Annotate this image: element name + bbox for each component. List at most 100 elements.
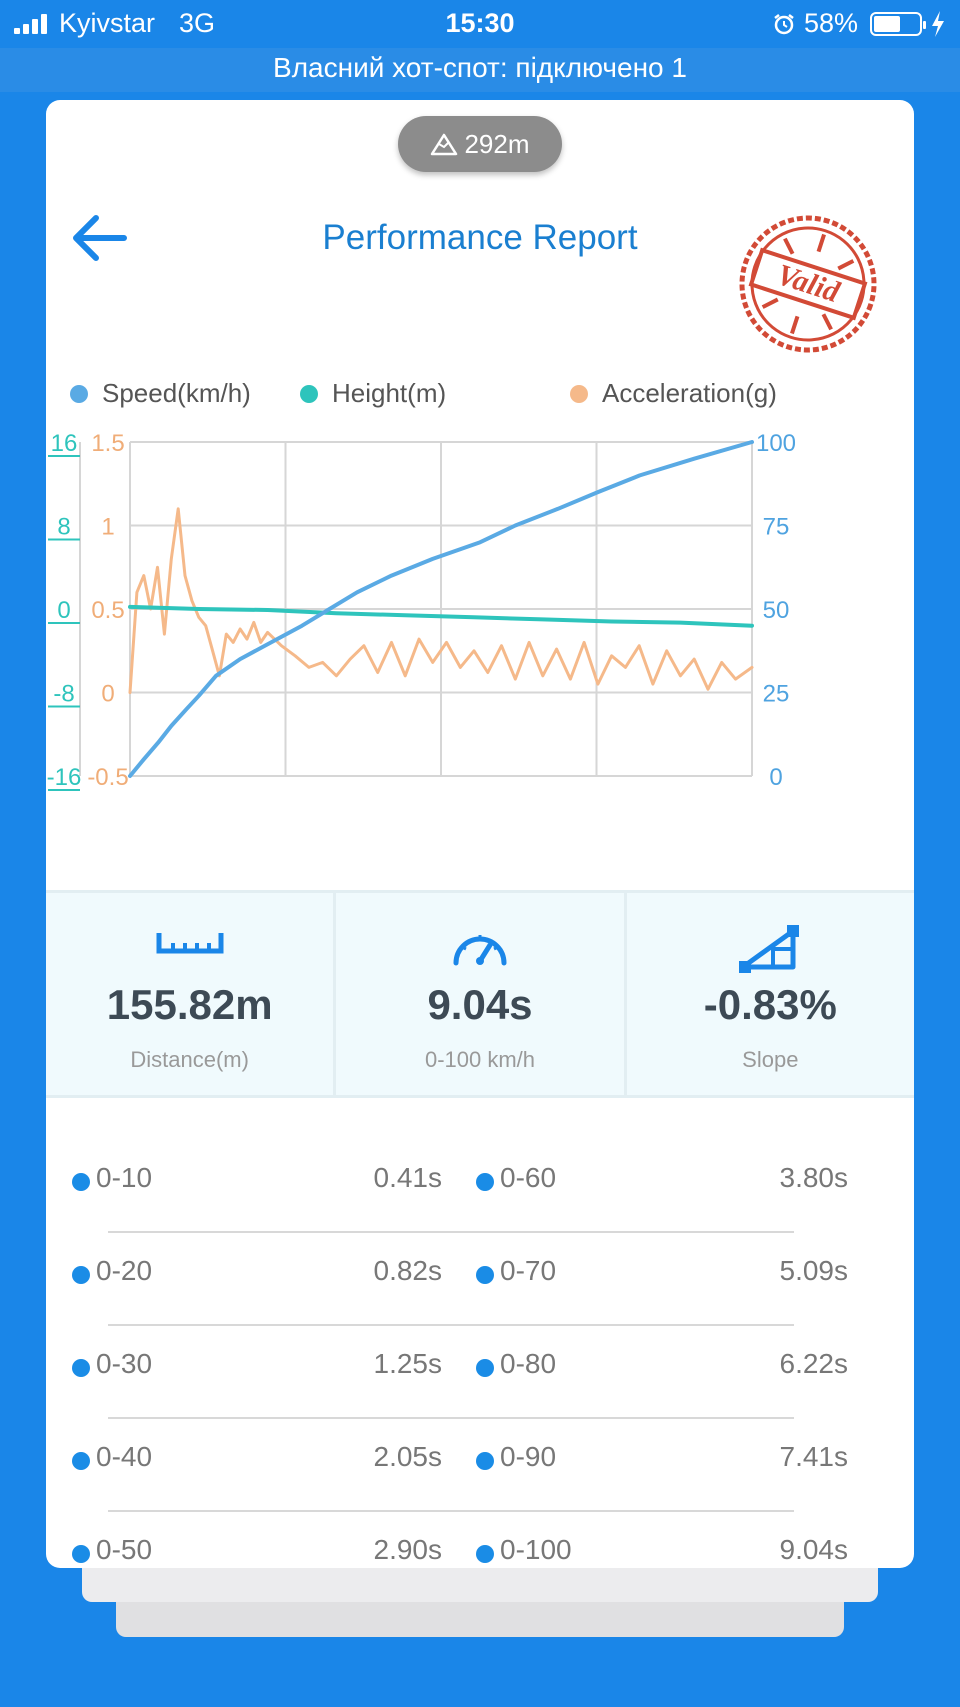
list-item: 0-50 2.90s 0-100 9.04s [46, 1512, 914, 1568]
legend-label: Speed(km/h) [102, 378, 251, 408]
stat-distance: 155.82m Distance(m) [46, 893, 333, 1095]
list-item: 0-40 2.05s 0-90 7.41s [46, 1419, 914, 1512]
hotspot-banner[interactable]: Власний хот-спот: підключено 1 [0, 48, 960, 92]
split-cell: 0-50 2.90s [72, 1532, 442, 1568]
split-time: 9.04s [779, 1534, 849, 1565]
split-time: 6.22s [779, 1348, 849, 1379]
split-time: 3.80s [779, 1162, 849, 1193]
status-left: Kyivstar 3G [14, 8, 215, 39]
split-range: 0-40 [96, 1441, 153, 1472]
split-range: 0-30 [96, 1348, 153, 1379]
split-range: 0-100 [500, 1534, 572, 1565]
split-time: 0.41s [373, 1162, 443, 1193]
split-time: 2.90s [373, 1534, 443, 1565]
split-range: 0-20 [96, 1255, 153, 1286]
split-time: 5.09s [779, 1255, 849, 1286]
legend-item-acceleration: Acceleration(g) [570, 378, 777, 409]
legend-dot [300, 384, 318, 403]
speed-tick-label: 100 [756, 430, 796, 457]
valid-stamp-icon: Valid [739, 215, 877, 353]
legend-item-height: Height(m) [300, 378, 446, 409]
bullet-dot [476, 1266, 494, 1284]
divider [108, 1324, 794, 1326]
height-tick-label: -16 [47, 764, 82, 791]
altitude-value: 292m [464, 128, 530, 159]
carrier-name: Kyivstar [59, 8, 156, 38]
split-range: 0-60 [500, 1162, 557, 1193]
altitude-badge: 292m [398, 116, 562, 172]
height-tick-label: 0 [57, 597, 70, 624]
speed-tick-label: 50 [763, 597, 790, 624]
split-range: 0-90 [500, 1441, 557, 1472]
legend-label: Acceleration(g) [602, 378, 777, 408]
accel-tick-label: 1.5 [91, 430, 124, 457]
series-line-accelerationg [128, 507, 754, 694]
split-range: 0-70 [500, 1255, 557, 1286]
battery-percent: 58% [803, 8, 858, 38]
chart-legend: Speed(km/h) Height(m) Acceleration(g) [46, 378, 914, 418]
bullet-dot [72, 1359, 90, 1377]
stat-label: Distance(m) [130, 1047, 249, 1072]
legend-item-speed: Speed(km/h) [70, 378, 251, 409]
split-time: 0.82s [373, 1255, 443, 1286]
series-line-speedkmh [128, 440, 754, 778]
split-cell: 0-40 2.05s [72, 1439, 442, 1479]
legend-dot [70, 384, 88, 403]
bullet-dot [72, 1266, 90, 1284]
split-range: 0-50 [96, 1534, 153, 1565]
stat-value: -0.83% [703, 981, 837, 1028]
stat-label: 0-100 km/h [424, 1047, 536, 1072]
divider [108, 1510, 794, 1512]
split-range: 0-80 [500, 1348, 557, 1379]
split-cell: 0-70 5.09s [476, 1253, 848, 1293]
list-item: 0-10 0.41s 0-60 3.80s [46, 1140, 914, 1233]
split-cell: 0-90 7.41s [476, 1439, 848, 1479]
clock: 15:30 [445, 8, 515, 38]
speed-tick-label: 0 [769, 764, 782, 791]
stats-panel: 155.82m Distance(m) 9.04s 0-100 km/h [46, 890, 914, 1098]
split-time: 7.41s [779, 1441, 849, 1472]
ruler-icon [156, 933, 224, 954]
split-cell: 0-100 9.04s [476, 1532, 848, 1568]
legend-label: Height(m) [332, 378, 447, 408]
battery-icon [870, 11, 926, 36]
split-times-list: 0-10 0.41s 0-60 3.80s 0-20 0.82s 0-70 5.… [46, 1140, 914, 1568]
bullet-dot [72, 1545, 90, 1563]
accel-tick-label: 1 [101, 514, 114, 541]
bullet-dot [476, 1359, 494, 1377]
split-cell: 0-10 0.41s [72, 1160, 442, 1200]
split-cell: 0-80 6.22s [476, 1346, 848, 1386]
speed-tick-label: 25 [763, 681, 790, 708]
height-tick-label: 16 [51, 430, 78, 457]
split-time: 2.05s [373, 1441, 443, 1472]
page-title: Performance Report [322, 218, 638, 257]
series-line-heightm [128, 604, 754, 628]
bullet-dot [476, 1452, 494, 1470]
accel-tick-label: 0 [101, 681, 114, 708]
split-cell: 0-30 1.25s [72, 1346, 442, 1386]
accel-tick-label: -0.5 [87, 764, 128, 791]
alarm-icon [774, 13, 794, 34]
stat-value: 9.04s [427, 981, 533, 1028]
status-bar: Kyivstar 3G 15:30 58% [0, 0, 960, 48]
height-tick-label: 8 [57, 514, 70, 541]
legend-dot [570, 384, 588, 403]
card-stack-shadow [116, 1600, 844, 1637]
status-right: 58% [772, 8, 946, 39]
mountain-icon [431, 133, 458, 156]
split-cell: 0-20 0.82s [72, 1253, 442, 1293]
back-arrow-icon[interactable] [68, 212, 130, 264]
stat-slope: -0.83% Slope [623, 893, 914, 1095]
bullet-dot [476, 1173, 494, 1191]
charging-bolt-icon [932, 10, 944, 37]
split-time: 1.25s [373, 1348, 443, 1379]
bullet-dot [72, 1173, 90, 1191]
accel-tick-label: 0.5 [91, 597, 124, 624]
divider [108, 1417, 794, 1419]
report-card: 292m Performance Report Valid Speed(km/h… [46, 100, 914, 1568]
speedometer-icon [453, 935, 507, 966]
list-item: 0-30 1.25s 0-80 6.22s [46, 1326, 914, 1419]
stat-acceleration-time: 9.04s 0-100 km/h [333, 893, 623, 1095]
stat-value: 155.82m [106, 981, 273, 1028]
split-cell: 0-60 3.80s [476, 1160, 848, 1200]
